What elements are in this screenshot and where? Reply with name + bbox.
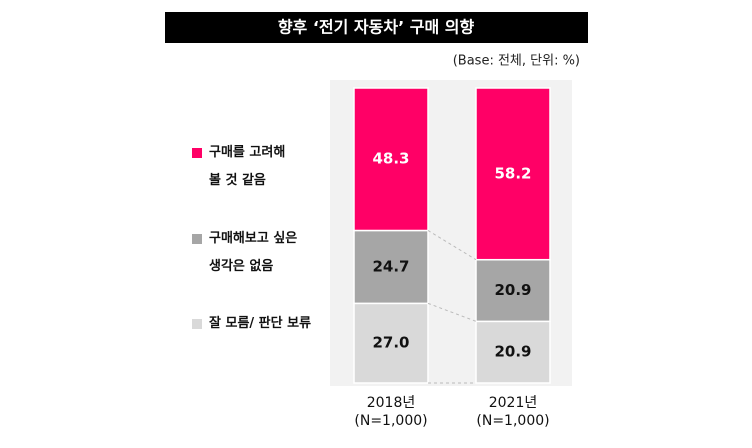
- data-label: 20.9: [494, 281, 531, 299]
- data-label: 24.7: [372, 257, 409, 275]
- subtitle: (Base: 전체, 단위: %): [453, 54, 580, 69]
- x-tick-label: 2021년 (N=1,000): [476, 395, 550, 429]
- data-label: 58.2: [494, 164, 531, 182]
- data-label: 27.0: [372, 334, 409, 352]
- legend-label: 구매해보고 싶은 생각은 없음: [209, 231, 298, 274]
- chart-title: 향후 ‘전기 자동차’ 구매 의향: [278, 18, 475, 37]
- connector: [427, 302, 477, 322]
- data-label: 48.3: [372, 150, 409, 168]
- bar-segment: [475, 87, 551, 261]
- legend-swatch: [192, 148, 202, 158]
- title-box: [165, 12, 588, 43]
- bar-segment: [353, 87, 429, 232]
- bar-segment: [475, 258, 551, 323]
- bar-segment: [353, 302, 429, 384]
- legend-swatch: [192, 319, 202, 329]
- bar-segment: [353, 229, 429, 305]
- legend-label: 잘 모름/ 판단 보류: [209, 316, 312, 331]
- x-tick-label: 2018년 (N=1,000): [354, 395, 428, 429]
- legend-swatch: [192, 234, 202, 244]
- data-label: 20.9: [494, 343, 531, 361]
- legend-label: 구매를 고려해 볼 것 같음: [209, 145, 286, 188]
